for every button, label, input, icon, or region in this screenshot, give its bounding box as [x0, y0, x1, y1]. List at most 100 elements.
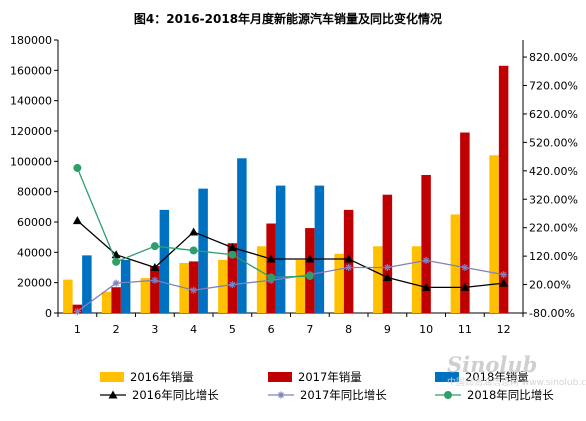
- x-tick-label: 1: [74, 323, 81, 336]
- legend-swatch: [268, 372, 292, 382]
- bar-2016-8: [334, 253, 344, 313]
- legend-swatch: [100, 372, 124, 382]
- point-2018-5: [228, 250, 237, 259]
- point-2018-6: [267, 273, 276, 282]
- point-2018-4: [189, 246, 198, 255]
- legend-marker: [277, 391, 285, 399]
- y-right-tick-label: 720.00%: [529, 80, 578, 93]
- legend-marker: [108, 390, 118, 399]
- x-tick-label: 5: [229, 323, 236, 336]
- y-left-tick-label: 160000: [10, 64, 52, 77]
- x-tick-label: 8: [345, 323, 352, 336]
- y-right-tick-label: 120.00%: [529, 250, 578, 263]
- point-2017-12: [500, 271, 508, 279]
- point-2016-11: [460, 282, 470, 291]
- x-tick-label: 7: [306, 323, 313, 336]
- bar-2016-6: [256, 246, 267, 313]
- bar-2018-4: [198, 188, 208, 313]
- legend-label: 2018年同比增长: [467, 388, 554, 402]
- y-left-tick-label: 180000: [10, 34, 52, 47]
- y-left-tick-label: 40000: [17, 246, 52, 259]
- point-2017-8: [345, 264, 353, 271]
- bar-2017-9: [382, 194, 393, 313]
- bar-2017-10: [421, 174, 431, 313]
- y-left-tick-label: 80000: [17, 186, 52, 199]
- x-tick-label: 10: [419, 323, 433, 336]
- legend-label: 2017年销量: [298, 370, 362, 384]
- bar-2016-2: [101, 291, 112, 313]
- point-2017-2: [112, 279, 120, 287]
- watermark-subtext: 中国润滑油信息网 www.sinolub.com: [447, 376, 586, 388]
- point-2018-3: [150, 242, 159, 251]
- x-tick-label: 2: [113, 323, 120, 336]
- y-right-tick-label: 620.00%: [529, 108, 578, 121]
- x-tick-label: 6: [268, 323, 275, 336]
- point-2016-8: [344, 254, 354, 263]
- y-left-tick-label: 0: [45, 307, 52, 320]
- legend-swatch: [435, 372, 459, 382]
- point-2016-3: [150, 263, 160, 271]
- x-tick-label: 4: [190, 323, 197, 336]
- point-2018-1: [73, 163, 82, 172]
- point-2018-2: [112, 257, 121, 266]
- bar-2016-3: [140, 278, 151, 313]
- point-2016-7: [305, 254, 315, 263]
- legend-label: 2016年销量: [130, 370, 194, 384]
- point-2018-7: [305, 272, 314, 281]
- legend-label: 2016年同比增长: [132, 388, 219, 402]
- bar-2017-5: [227, 243, 238, 313]
- line-2016: [76, 220, 504, 289]
- bar-2016-1: [63, 279, 73, 313]
- y-left-tick-label: 120000: [10, 125, 52, 138]
- point-2017-9: [383, 264, 391, 271]
- bar-2018-3: [159, 209, 170, 313]
- y-left-tick-label: 60000: [17, 216, 52, 229]
- y-left-tick-label: 140000: [10, 95, 52, 108]
- bar-2016-7: [295, 259, 306, 313]
- bar-2017-2: [111, 287, 121, 313]
- legend-label: 2017年同比增长: [300, 388, 387, 402]
- x-tick-label: 9: [384, 323, 391, 336]
- bar-2017-6: [266, 223, 276, 313]
- bar-2016-10: [411, 246, 422, 313]
- y-right-tick-label: 820.00%: [529, 51, 578, 64]
- bar-2017-3: [150, 265, 160, 313]
- point-2017-4: [190, 286, 198, 294]
- y-left-tick-label: 100000: [10, 155, 52, 168]
- x-tick-label: 12: [497, 323, 511, 336]
- y-left-tick-label: 20000: [17, 277, 52, 290]
- legend-label: 2018年销量: [465, 370, 529, 384]
- bar-2018-5: [237, 158, 247, 313]
- bar-2017-7: [305, 228, 315, 313]
- point-2017-10: [422, 256, 430, 264]
- bar-2018-6: [275, 185, 286, 313]
- y-right-tick-label: 420.00%: [529, 165, 578, 178]
- x-tick-label: 3: [151, 323, 158, 336]
- legend-marker: [444, 391, 452, 399]
- bar-2016-9: [373, 246, 383, 313]
- watermark-logo: Sinolub: [447, 352, 537, 377]
- bar-2016-12: [489, 155, 499, 313]
- point-2016-1: [72, 216, 82, 225]
- x-tick-label: 11: [458, 323, 472, 336]
- bar-2016-11: [450, 214, 461, 313]
- chart-title: 图4：2016-2018年月度新能源汽车销量及同比变化情况: [134, 11, 442, 26]
- y-right-tick-label: 20.00%: [529, 279, 571, 292]
- point-2016-4: [189, 227, 199, 236]
- point-2016-12: [499, 278, 509, 287]
- bar-2018-7: [314, 185, 325, 313]
- point-2016-10: [421, 282, 431, 291]
- bar-2018-2: [120, 259, 131, 313]
- point-2017-5: [228, 281, 236, 289]
- bar-2017-12: [498, 65, 509, 314]
- y-right-tick-label: 320.00%: [529, 193, 578, 206]
- y-right-tick-label: 220.00%: [529, 222, 578, 235]
- line-2017: [76, 259, 504, 313]
- watermark: Sinolub 中国润滑油信息网 www.sinolub.com: [447, 352, 586, 388]
- point-2017-3: [151, 276, 159, 284]
- point-2017-1: [73, 308, 81, 316]
- y-right-tick-label: 520.00%: [529, 136, 578, 149]
- y-right-tick-label: -80.00%: [529, 307, 575, 320]
- point-2016-5: [227, 243, 237, 252]
